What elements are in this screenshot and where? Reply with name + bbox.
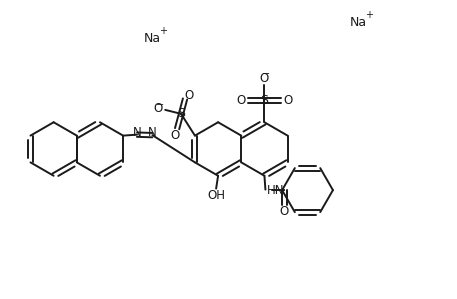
Text: O: O bbox=[283, 94, 292, 107]
Text: O: O bbox=[170, 129, 180, 142]
Text: S: S bbox=[260, 94, 268, 107]
Text: O: O bbox=[280, 205, 289, 218]
Text: O: O bbox=[184, 89, 194, 102]
Text: OH: OH bbox=[207, 189, 225, 202]
Text: HN: HN bbox=[266, 184, 284, 197]
Text: N: N bbox=[148, 126, 157, 139]
Text: O: O bbox=[260, 72, 269, 85]
Text: O: O bbox=[237, 94, 246, 107]
Text: Na: Na bbox=[350, 16, 367, 29]
Text: +: + bbox=[159, 26, 167, 36]
Text: −: − bbox=[156, 100, 164, 110]
Text: O: O bbox=[154, 102, 163, 115]
Text: N: N bbox=[133, 126, 141, 139]
Text: Na: Na bbox=[144, 32, 161, 45]
Text: S: S bbox=[177, 107, 185, 120]
Text: +: + bbox=[365, 10, 373, 20]
Text: −: − bbox=[262, 69, 271, 79]
